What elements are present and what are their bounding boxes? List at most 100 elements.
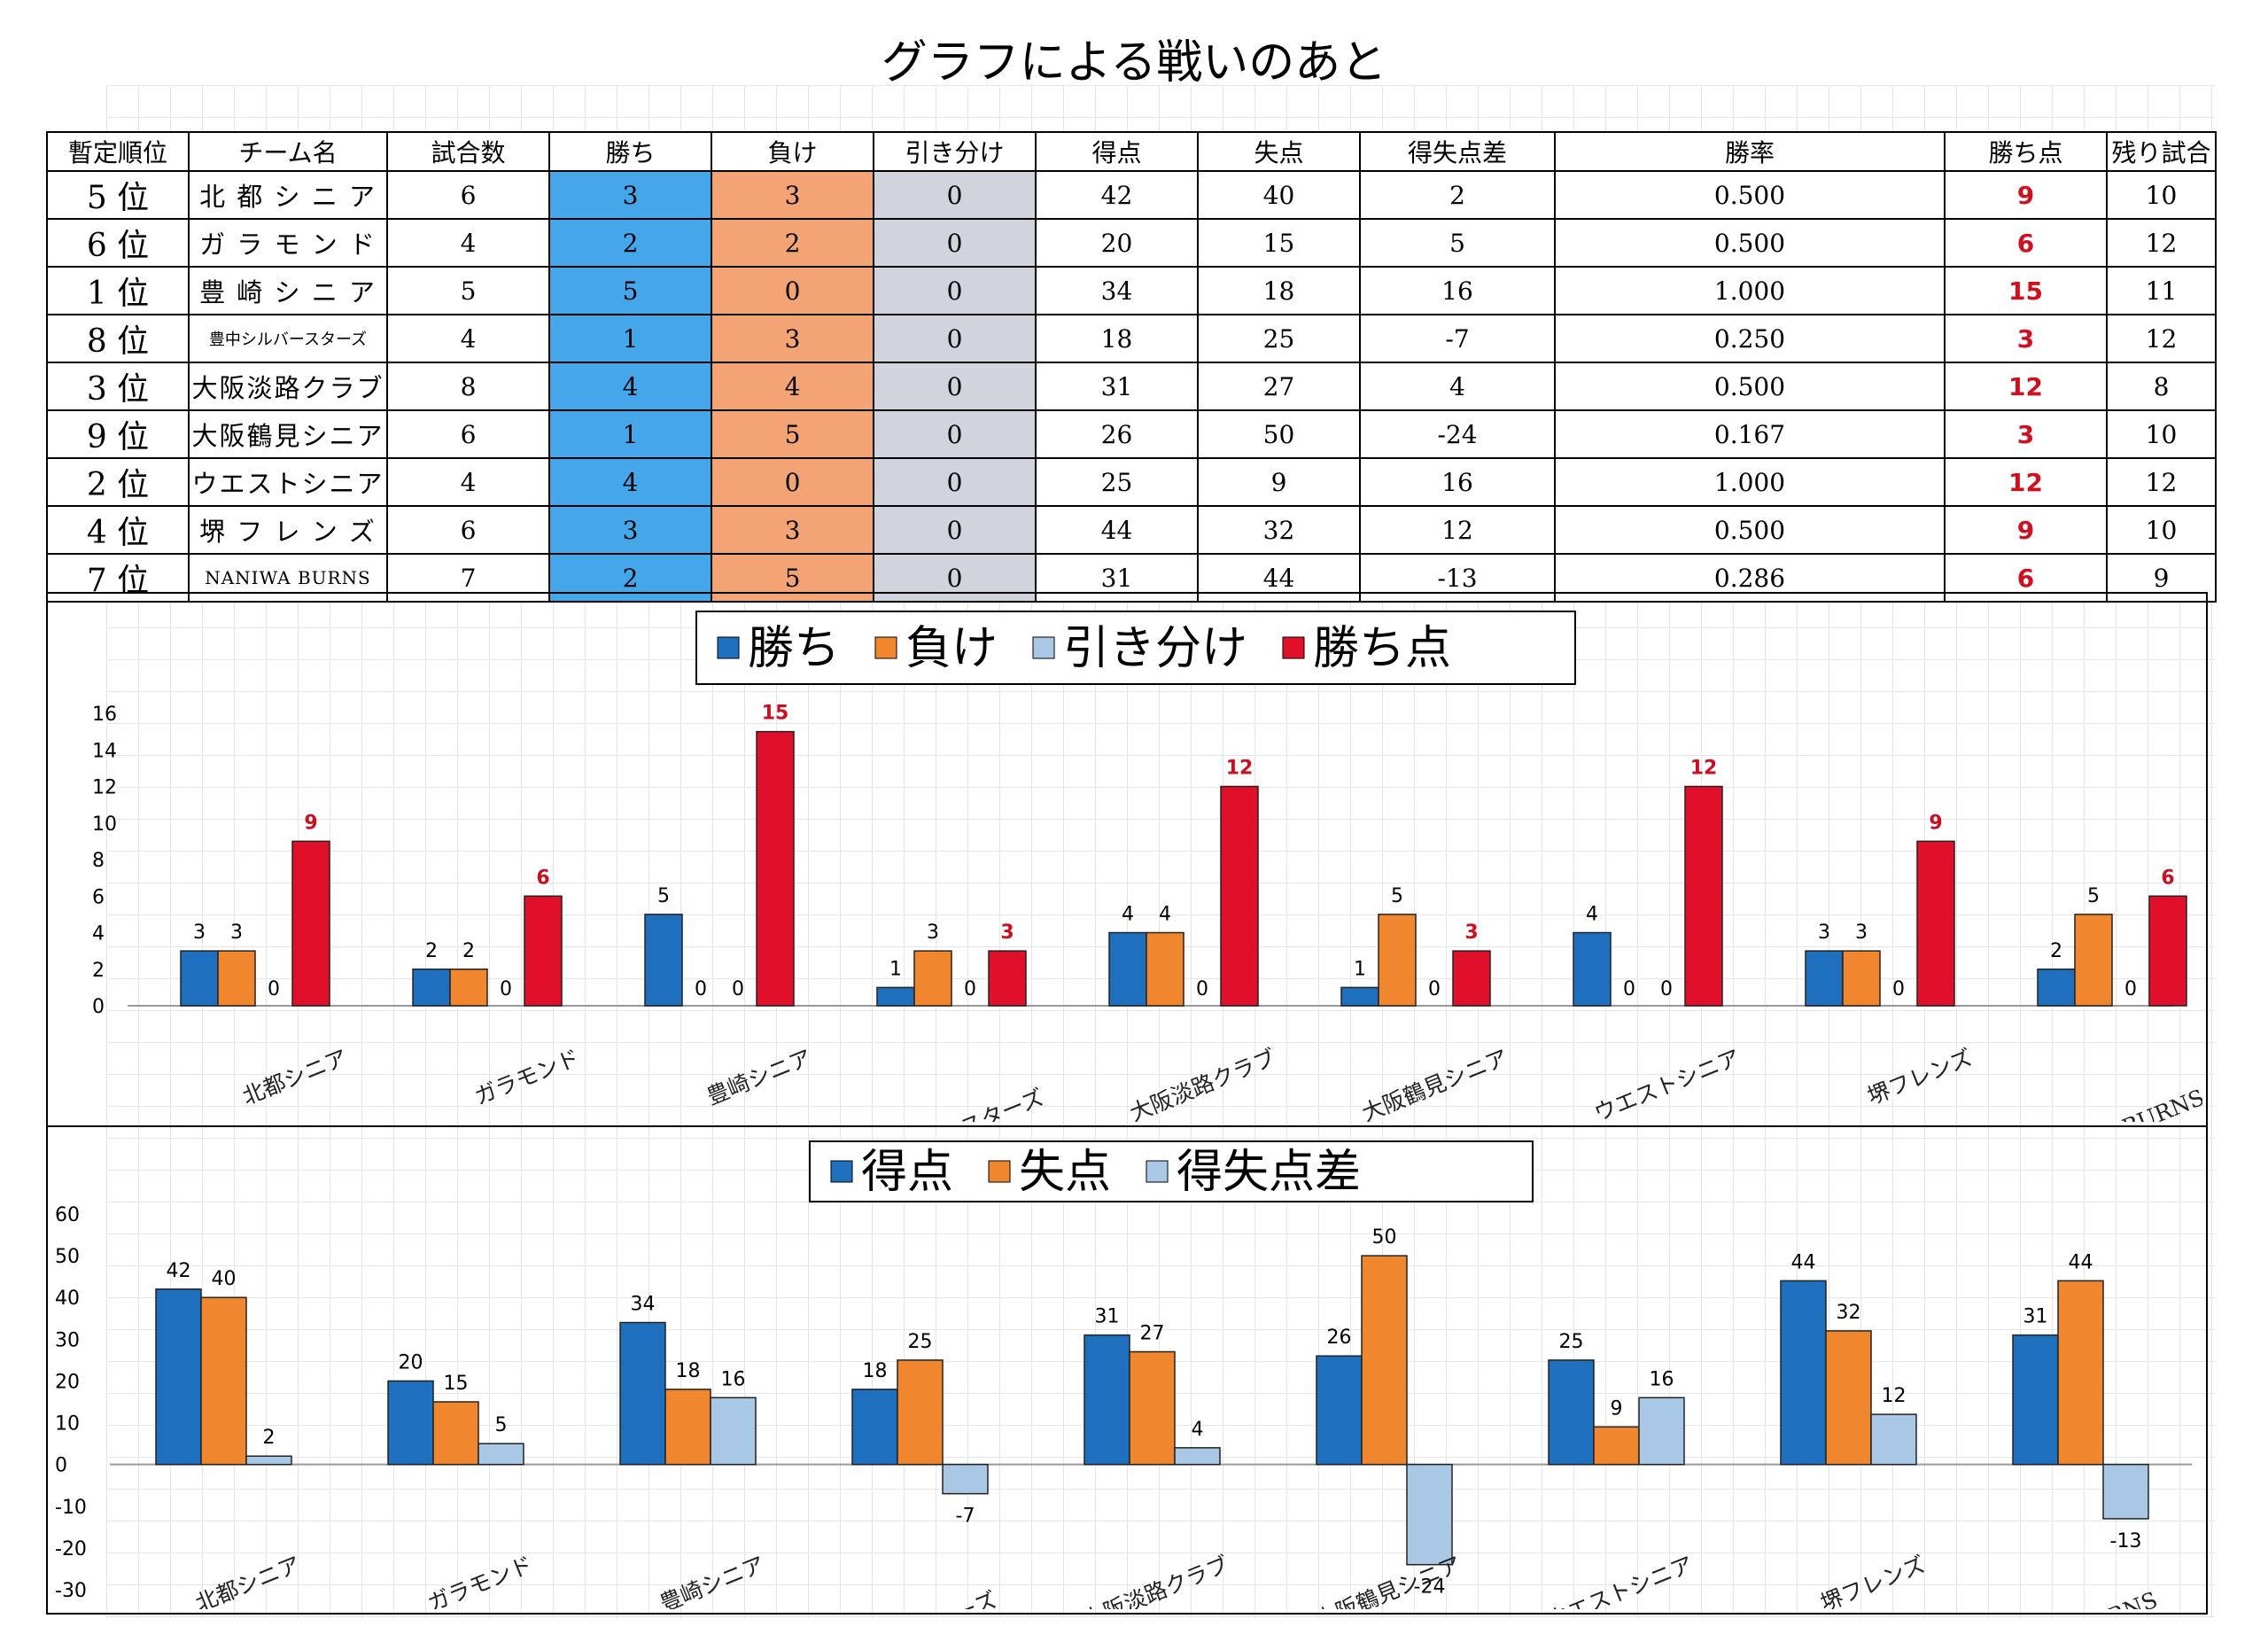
cell-rank: 2 位 — [46, 457, 190, 507]
data-label: 16 — [721, 1368, 746, 1390]
data-label: 5 — [2087, 885, 2100, 907]
cell-pct: 0.250 — [1554, 314, 1946, 363]
cell-points: 3 — [1944, 314, 2108, 363]
cell-draws: 0 — [873, 457, 1037, 507]
cell-conceded: 27 — [1197, 362, 1361, 411]
bar-勝ち点-2 — [756, 730, 795, 1007]
y-tick-label: 6 — [92, 886, 105, 908]
cell-remaining: 10 — [2106, 409, 2217, 459]
cell-losses: 5 — [711, 409, 874, 459]
cell-wins: 2 — [548, 553, 712, 603]
cell-points: 9 — [1944, 170, 2108, 220]
cell-scored: 31 — [1035, 553, 1199, 603]
legend-swatch-1 — [874, 636, 897, 659]
legend-swatch-1 — [988, 1160, 1011, 1183]
cell-rank: 3 位 — [46, 362, 190, 411]
bar-得点-8 — [2012, 1334, 2059, 1466]
category-label: ガラモンド — [470, 1045, 583, 1110]
header-team: チーム名 — [188, 131, 388, 172]
data-label: 50 — [1372, 1226, 1397, 1249]
bar-得失点差-6 — [1638, 1397, 1685, 1466]
bar-得点-3 — [851, 1389, 898, 1466]
header-scored: 得点 — [1035, 131, 1199, 172]
data-label: 4 — [1586, 904, 1598, 926]
cell-conceded: 40 — [1197, 170, 1361, 220]
data-label: 2 — [2050, 940, 2062, 962]
table-row: 7 位 NANIWA BURNS 7 2 5 0 31 44 -13 0.286 6 9 — [46, 553, 2217, 603]
table-row: 5 位北 都 シ ニ ア 6 3 3 0 42 40 2 0.500 9 10 — [46, 170, 2217, 220]
cell-pct: 0.500 — [1554, 170, 1946, 220]
cell-losses: 3 — [711, 314, 874, 363]
data-label: 0 — [695, 978, 707, 1000]
bar-負け-8 — [2074, 914, 2113, 1007]
bar-失点-6 — [1593, 1426, 1640, 1466]
cell-conceded: 15 — [1197, 218, 1361, 268]
y-tick-label: -30 — [55, 1580, 87, 1602]
cell-scored: 34 — [1035, 266, 1199, 315]
category-label: 大阪淡路クラブ — [1126, 1045, 1279, 1122]
bar-勝ち点-5 — [1452, 950, 1491, 1007]
bar-勝ち点-7 — [1916, 840, 1955, 1007]
data-label: -13 — [2110, 1530, 2142, 1553]
data-label: 6 — [2161, 867, 2174, 889]
cell-games: 8 — [386, 362, 550, 411]
bar-勝ち点-1 — [524, 895, 563, 1007]
data-label: 18 — [863, 1360, 888, 1382]
legend-swatch-2 — [1146, 1160, 1169, 1183]
cell-pct: 1.000 — [1554, 266, 1946, 315]
bar-得点-7 — [1780, 1280, 1827, 1466]
cell-draws: 0 — [873, 314, 1037, 363]
data-label: 26 — [1327, 1327, 1352, 1349]
bar-勝ち-2 — [644, 914, 683, 1007]
cell-remaining: 10 — [2106, 505, 2217, 555]
cell-team: ガ ラ モ ン ド — [188, 218, 388, 268]
legend-label-0: 勝ち — [748, 622, 840, 675]
cell-pct: 0.500 — [1554, 505, 1946, 555]
data-label: 31 — [2023, 1306, 2048, 1328]
bar-負け-5 — [1378, 914, 1417, 1007]
data-label: 4 — [1192, 1419, 1204, 1441]
data-label: 1 — [889, 958, 902, 980]
data-label: 0 — [268, 978, 280, 1000]
cell-scored: 18 — [1035, 314, 1199, 363]
cell-remaining: 12 — [2106, 218, 2217, 268]
bar-得点-6 — [1548, 1359, 1595, 1466]
bar-勝ち点-4 — [1220, 785, 1259, 1007]
legend-swatch-0 — [830, 1160, 853, 1183]
cell-pct: 0.167 — [1554, 409, 1946, 459]
y-tick-label: 40 — [55, 1288, 80, 1310]
data-label: 0 — [1892, 978, 1905, 1000]
data-label: 20 — [399, 1351, 423, 1374]
cell-draws: 0 — [873, 170, 1037, 220]
table-header-row: 暫定順位 チーム名 試合数 勝ち 負け 引き分け 得点 失点 得失点差 勝率 勝… — [46, 131, 2217, 172]
y-tick-label: 50 — [55, 1246, 80, 1268]
data-label: 3 — [193, 922, 206, 944]
legend-swatch-3 — [1282, 636, 1305, 659]
cell-points: 15 — [1944, 266, 2108, 315]
cell-games: 4 — [386, 218, 550, 268]
table-row: 3 位大阪淡路クラブ 8 4 4 0 31 27 4 0.500 12 8 — [46, 362, 2217, 411]
category-label: 大阪淡路クラブ — [1079, 1552, 1232, 1609]
cell-team: 大阪淡路クラブ — [188, 362, 388, 411]
cell-rank: 6 位 — [46, 218, 190, 268]
standings-table: 暫定順位 チーム名 試合数 勝ち 負け 引き分け 得点 失点 得失点差 勝率 勝… — [46, 131, 2217, 603]
data-label: 3 — [1818, 922, 1830, 944]
y-tick-label: 16 — [92, 704, 117, 726]
cell-conceded: 32 — [1197, 505, 1361, 555]
cell-remaining: 9 — [2106, 553, 2217, 603]
cell-games: 7 — [386, 553, 550, 603]
data-label: 44 — [2069, 1251, 2093, 1273]
runs-chart: 得点 失点 得失点差 -30 -20 -10 0 10 20 30 40 50 60 42 40 2 北都シニア… — [55, 1140, 2192, 1609]
cell-diff: 2 — [1359, 170, 1556, 220]
data-label: 2 — [462, 940, 475, 962]
cell-points: 6 — [1944, 218, 2108, 268]
cell-points: 3 — [1944, 409, 2108, 459]
category-label: 北都シニア — [238, 1045, 351, 1110]
bar-失点-8 — [2057, 1280, 2104, 1466]
cell-draws: 0 — [873, 553, 1037, 603]
data-label: 25 — [1559, 1331, 1584, 1353]
data-label: 3 — [230, 922, 243, 944]
bar-得点-2 — [619, 1321, 666, 1466]
cell-draws: 0 — [873, 409, 1037, 459]
bar-勝ち-3 — [876, 986, 915, 1007]
